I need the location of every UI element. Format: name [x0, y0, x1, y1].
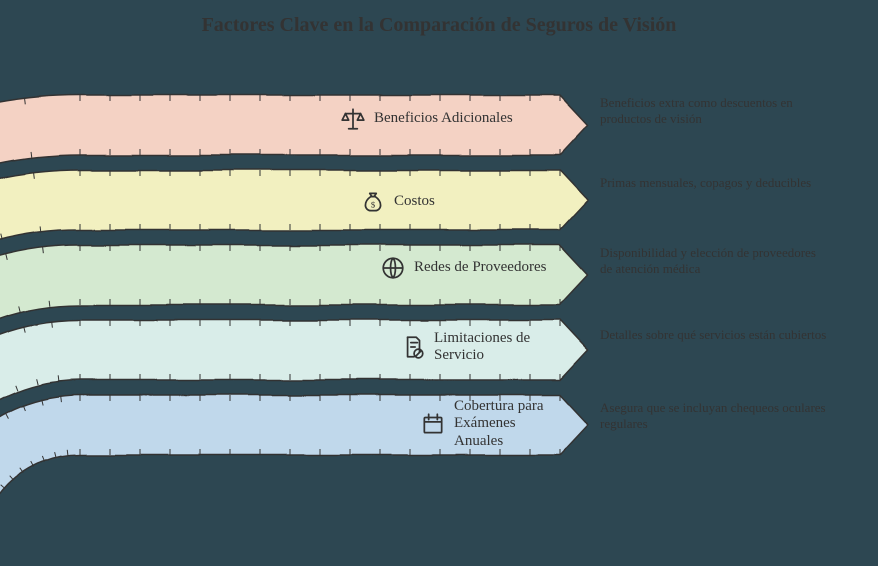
band-desc-beneficios: Beneficios extra como descuentos en prod…	[600, 95, 830, 128]
band-label-cobertura: Cobertura para Exámenes Anuales	[420, 398, 554, 450]
band-label-text: Beneficios Adicionales	[374, 110, 513, 127]
svg-text:$: $	[371, 199, 376, 209]
band-label-limitaciones: Limitaciones de Servicio	[400, 330, 554, 365]
calendar-icon	[420, 411, 446, 437]
doc-block-icon	[400, 334, 426, 360]
band-label-beneficios: Beneficios Adicionales	[340, 106, 554, 132]
globe-icon	[380, 255, 406, 281]
band-label-text: Costos	[394, 193, 435, 210]
band-desc-redes: Disponibilidad y elección de proveedores…	[600, 245, 830, 278]
band-desc-limitaciones: Detalles sobre qué servicios están cubie…	[600, 327, 830, 343]
band-label-text: Limitaciones de Servicio	[434, 330, 554, 365]
band-label-costos: $ Costos	[360, 189, 554, 215]
band-desc-costos: Primas mensuales, copagos y deducibles	[600, 175, 830, 191]
band-label-text: Redes de Proveedores	[414, 259, 546, 276]
band-label-redes: Redes de Proveedores	[380, 255, 554, 281]
arc-diagram	[0, 0, 878, 566]
moneybag-icon: $	[360, 189, 386, 215]
band-desc-cobertura: Asegura que se incluyan chequeos oculare…	[600, 400, 830, 433]
band-label-text: Cobertura para Exámenes Anuales	[454, 398, 554, 450]
scales-icon	[340, 106, 366, 132]
